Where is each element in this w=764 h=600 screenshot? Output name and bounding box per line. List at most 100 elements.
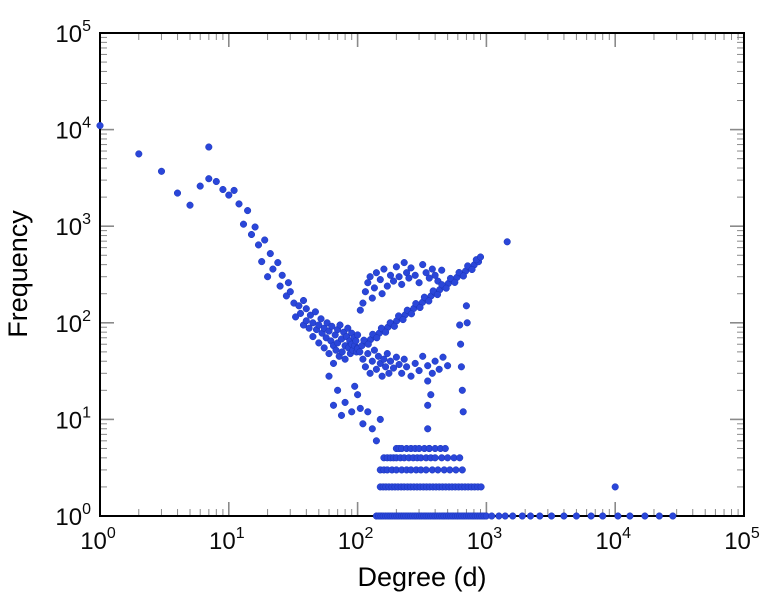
- data-point: [366, 273, 374, 281]
- data-point: [364, 279, 372, 287]
- data-point: [351, 382, 359, 390]
- data-point: [458, 386, 466, 394]
- data-point: [261, 236, 269, 244]
- data-point: [368, 294, 376, 302]
- y-tick-label: 103: [55, 211, 91, 241]
- data-point: [359, 420, 367, 428]
- data-point: [254, 241, 263, 249]
- data-point: [459, 272, 467, 280]
- data-point: [302, 317, 310, 325]
- data-point: [407, 372, 415, 380]
- data-point: [325, 350, 333, 358]
- axis-ticks: [99, 32, 745, 517]
- x-axis-label: Degree (d): [357, 562, 486, 592]
- data-point: [264, 273, 272, 281]
- y-tick-label: 105: [55, 18, 91, 48]
- data-point: [306, 311, 314, 319]
- data-point: [361, 363, 369, 371]
- x-tick-label: 104: [595, 525, 631, 555]
- data-point: [135, 150, 143, 158]
- data-point: [435, 365, 443, 373]
- data-point: [309, 319, 317, 327]
- y-axis-label: Frequency: [3, 210, 33, 338]
- data-point: [444, 454, 452, 462]
- data-point: [334, 386, 342, 394]
- data-point: [560, 512, 568, 520]
- data-point: [302, 305, 310, 313]
- data-point: [383, 282, 391, 290]
- data-point: [422, 466, 430, 474]
- data-point: [431, 357, 439, 365]
- data-point: [378, 372, 386, 380]
- data-point: [332, 346, 340, 354]
- plot-frame: [99, 32, 745, 517]
- data-point: [225, 191, 233, 199]
- data-point: [439, 353, 447, 361]
- data-point: [376, 276, 384, 284]
- data-point: [462, 302, 470, 310]
- data-point: [368, 425, 376, 433]
- data-point: [336, 321, 344, 329]
- data-point: [438, 266, 446, 274]
- data-point: [424, 362, 432, 370]
- data-point: [251, 223, 259, 231]
- data-point: [399, 316, 407, 324]
- data-point: [356, 348, 364, 356]
- data-point: [286, 288, 294, 296]
- data-point: [329, 359, 338, 367]
- data-point: [463, 319, 471, 327]
- tick-labels: 100 101 102 103 104 105 100 101 102 103 104 105: [55, 18, 760, 555]
- data-point: [317, 315, 325, 323]
- data-point: [457, 340, 465, 348]
- data-point: [431, 454, 439, 462]
- data-point: [419, 352, 427, 360]
- data-point: [341, 398, 349, 406]
- data-point: [315, 321, 323, 329]
- data-point: [274, 259, 282, 267]
- data-point: [389, 277, 398, 285]
- data-point: [518, 512, 526, 520]
- data-point: [424, 425, 432, 433]
- data-point: [374, 352, 382, 360]
- data-point: [325, 372, 333, 380]
- data-point: [419, 261, 427, 269]
- data-point: [395, 273, 403, 281]
- data-point: [219, 185, 227, 194]
- data-point: [361, 288, 369, 296]
- data-point: [173, 189, 182, 197]
- data-point: [456, 454, 464, 462]
- data-point: [382, 363, 390, 371]
- data-point: [422, 269, 430, 277]
- data-point: [386, 357, 395, 365]
- data-point: [295, 302, 303, 310]
- data-point: [488, 512, 496, 520]
- data-point: [356, 404, 364, 412]
- data-point: [425, 274, 433, 282]
- data-point: [338, 348, 346, 356]
- data-point: [337, 411, 346, 419]
- data-point: [415, 279, 423, 287]
- data-point: [258, 258, 266, 266]
- data-point: [390, 322, 398, 330]
- data-point: [323, 319, 331, 327]
- scatter-points: [96, 122, 677, 520]
- data-point: [599, 512, 607, 520]
- data-point: [341, 355, 349, 363]
- data-point: [428, 369, 436, 377]
- data-point: [428, 265, 436, 273]
- data-point: [305, 324, 313, 332]
- data-point: [269, 265, 277, 273]
- data-point: [157, 167, 166, 175]
- data-point: [438, 454, 446, 462]
- data-point: [383, 350, 391, 358]
- data-point: [400, 355, 408, 363]
- data-point: [458, 466, 466, 474]
- x-tick-label: 100: [80, 525, 116, 555]
- data-point: [398, 280, 406, 288]
- data-point: [392, 263, 400, 271]
- data-point: [359, 355, 367, 363]
- data-point: [468, 265, 476, 274]
- data-point: [292, 313, 300, 321]
- data-point: [424, 401, 432, 409]
- data-point: [382, 328, 390, 336]
